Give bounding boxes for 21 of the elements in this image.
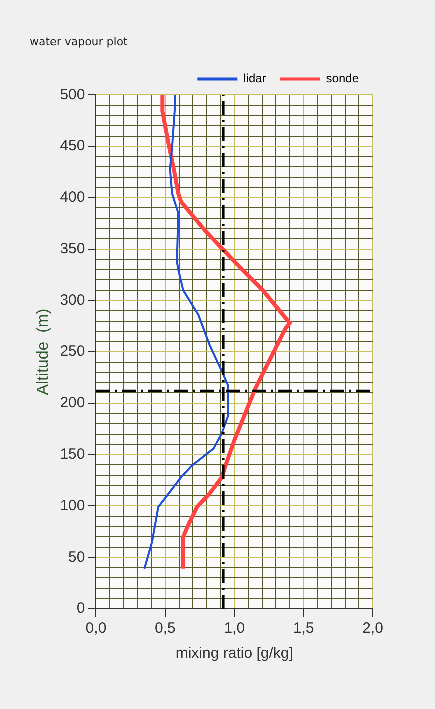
y-tick-label: 250 [60,343,86,360]
y-tick-label: 400 [60,189,86,206]
x-tick-label: 2,0 [362,620,384,638]
y-tick-label: 450 [60,138,86,155]
y-tick-label: 0 [76,600,86,618]
x-tick-label: 0,0 [86,620,107,638]
chart-title: water vapour plot [30,35,129,48]
y-tick-label: 150 [60,446,86,463]
y-tick-label: 100 [60,497,86,514]
y-tick-label: 350 [60,240,86,258]
y-tick-label: 50 [68,548,86,566]
x-tick-label: 1,0 [224,620,246,638]
x-tick-label: 0,5 [154,620,176,638]
y-axis-title: Altitude (m) [35,308,52,396]
x-axis-title: mixing ratio [g/kg] [176,645,294,662]
legend-label: sonde [326,72,360,86]
legend-label: lidar [244,72,266,86]
x-tick-label: 1,5 [293,620,314,638]
y-tick-label: 500 [60,86,86,104]
y-tick-label: 200 [60,394,86,412]
y-tick-label: 300 [60,292,86,309]
